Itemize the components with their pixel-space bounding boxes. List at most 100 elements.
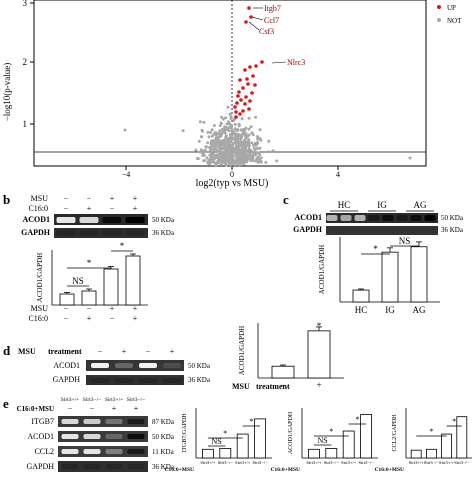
volcano-point-not xyxy=(244,149,248,153)
sign: + xyxy=(87,314,92,323)
volcano-point-not xyxy=(218,124,222,128)
volcano-point-not xyxy=(254,151,258,155)
blot-band xyxy=(396,215,408,221)
volcano-point-not xyxy=(233,137,237,141)
blot-label: GAPDH xyxy=(52,375,80,384)
sig-annotation: * xyxy=(429,427,433,436)
category-label: Sirt3+/+ xyxy=(341,460,357,465)
volcano-point-not xyxy=(227,142,231,146)
sig-annotation: * xyxy=(223,429,227,438)
volcano-point-not xyxy=(227,159,231,163)
volcano-y-ticks: 1 2 3 xyxy=(23,0,34,129)
volcano-point-not xyxy=(220,127,224,131)
volcano-point-not xyxy=(228,146,231,150)
volcano-point-not xyxy=(246,140,250,143)
volcano-x-tick: 0 xyxy=(230,170,234,179)
volcano-point-not xyxy=(259,156,263,160)
volcano-point-not xyxy=(206,161,210,165)
blot-size: 50 KDa xyxy=(188,362,211,370)
volcano-point-not xyxy=(194,148,198,152)
volcano-point-not xyxy=(249,149,253,153)
volcano-point-not xyxy=(234,159,238,163)
volcano-point-up xyxy=(236,94,240,98)
volcano-point-not xyxy=(237,163,241,167)
volcano-point-not xyxy=(206,141,210,145)
category-label: Sirt3−/− xyxy=(424,460,440,465)
genotype-label: Sirt3−/− xyxy=(127,397,145,403)
volcano-point-not xyxy=(230,145,234,149)
category-label: Sirt3−/− xyxy=(324,460,340,465)
volcano-xlabel: log2(typ vs MSU) xyxy=(196,178,269,189)
volcano-point-up xyxy=(234,110,238,114)
category-label: Sirt3+/+ xyxy=(235,460,251,465)
volcano-point-not xyxy=(123,128,127,132)
category-label: IG xyxy=(385,305,395,315)
sign: − xyxy=(90,404,95,413)
bar xyxy=(342,430,355,459)
blot-band xyxy=(410,228,422,233)
sig-annotation: NS xyxy=(72,276,84,286)
category-label: HC xyxy=(355,305,368,315)
volcano-y-tick: 1 xyxy=(23,119,28,129)
volcano-point-not xyxy=(228,150,232,154)
volcano-point-not xyxy=(223,131,227,135)
blot-strip-gapdh xyxy=(86,375,184,385)
sign: − xyxy=(146,347,151,356)
sig-annotation: * xyxy=(87,258,92,268)
volcano-point-up xyxy=(251,74,255,78)
volcano-point-not xyxy=(212,147,216,151)
volcano-point-up xyxy=(244,95,248,99)
volcano-point-not xyxy=(244,126,248,130)
blot-band xyxy=(61,419,79,424)
volcano-plot: −log10(p-value) log2(typ vs MSU) 1 2 3 −… xyxy=(2,0,462,189)
blot-band xyxy=(382,228,394,233)
volcano-point-not xyxy=(205,156,209,160)
volcano-point-not xyxy=(252,146,256,150)
bar-ylabel: ITGB7/GAPDH xyxy=(182,413,188,453)
blot-label: ACOD1 xyxy=(53,361,80,370)
volcano-point-not xyxy=(267,150,271,154)
sign: + xyxy=(133,204,138,213)
volcano-point-not xyxy=(227,126,231,130)
sig-annotation: * xyxy=(249,417,253,426)
treatment-word: treatment xyxy=(256,382,290,391)
volcano-point-not xyxy=(198,120,202,124)
volcano-point-not xyxy=(254,143,258,147)
blot-band xyxy=(83,464,101,469)
volcano-point-not xyxy=(206,130,210,134)
volcano-point-not xyxy=(236,135,240,139)
volcano-point-not xyxy=(235,129,239,133)
volcano-point-not xyxy=(256,137,260,141)
blot-strip-acod1 xyxy=(58,431,148,442)
volcano-point-not xyxy=(256,146,260,150)
panel-e: e Sirt3+/+ Sirt3−/− Sirt3+/+ Sirt3−/− C1… xyxy=(3,396,472,473)
blot-label: GAPDH xyxy=(26,462,54,471)
genotype-label: Sirt3−/− xyxy=(83,397,101,403)
blot-band xyxy=(127,449,145,454)
blot-band xyxy=(125,230,145,236)
blot-band xyxy=(61,434,79,439)
volcano-point-not xyxy=(210,134,214,138)
sig-annotation: NS xyxy=(317,436,327,445)
volcano-point-not xyxy=(235,161,238,165)
blot-band xyxy=(382,215,394,221)
sign: + xyxy=(110,194,115,203)
volcano-point-not xyxy=(251,153,255,157)
volcano-point-not xyxy=(243,155,246,159)
bar-chart-e-1: ITGB7/GAPDH NS**Sirt3+/+ Sirt3−/− Sirt3+/+ S… xyxy=(165,408,272,473)
volcano-x-tick: 4 xyxy=(336,170,340,179)
bar xyxy=(425,448,437,459)
volcano-point-up xyxy=(249,15,253,19)
volcano-point-not xyxy=(202,153,206,157)
volcano-point-not xyxy=(247,144,251,148)
volcano-x-ticks: −4 0 4 xyxy=(122,166,340,179)
sign: + xyxy=(170,347,175,356)
blot-band xyxy=(79,230,99,236)
treatment-word: treatment xyxy=(48,347,82,356)
volcano-x-tick: −4 xyxy=(122,170,131,179)
sign: + xyxy=(133,314,138,323)
volcano-point-not xyxy=(264,160,268,164)
volcano-point-not xyxy=(256,141,260,145)
volcano-point-not xyxy=(252,143,255,147)
volcano-point-not xyxy=(225,140,229,143)
